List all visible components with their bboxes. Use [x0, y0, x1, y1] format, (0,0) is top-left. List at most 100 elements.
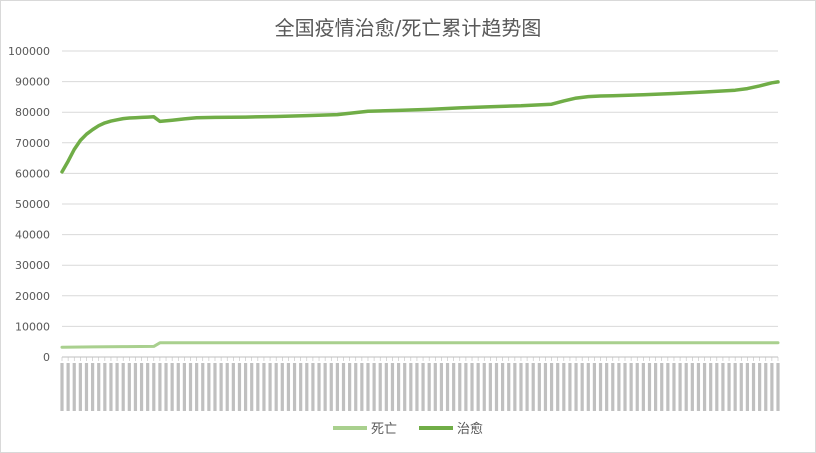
x-tick-label: [525, 363, 529, 411]
x-tick-label: [501, 363, 505, 411]
y-tick-label: 90000: [15, 76, 50, 89]
x-tick-label: [494, 363, 499, 411]
x-tick-label: [237, 363, 242, 411]
x-tick-label: [60, 363, 64, 411]
x-tick-label: [348, 363, 352, 411]
x-tick-label: [323, 363, 327, 411]
x-tick-label: [770, 363, 774, 411]
series-line-deaths: [60, 341, 780, 349]
y-tick-label: 30000: [15, 259, 50, 272]
x-tick-label: [299, 363, 303, 411]
x-tick-label: [396, 363, 401, 411]
x-tick-label: [335, 363, 339, 411]
x-tick-label: [684, 363, 688, 411]
x-tick-label: [696, 363, 701, 411]
x-tick-label: [317, 363, 321, 411]
x-tick-label: [580, 363, 584, 411]
x-tick-label: [103, 363, 107, 411]
x-tick-label: [660, 363, 664, 411]
x-tick-label: [262, 363, 266, 411]
x-tick-label: [739, 363, 743, 411]
x-tick-label: [268, 363, 272, 411]
x-tick-label: [464, 363, 468, 411]
x-tick-label: [470, 363, 474, 411]
x-tick-label: [482, 363, 486, 411]
x-tick-label: [556, 363, 560, 411]
x-tick-label: [84, 363, 89, 411]
y-tick-label: 50000: [15, 198, 50, 211]
legend-label-recovered: 治愈: [457, 422, 484, 437]
x-tick-label: [225, 363, 229, 411]
legend-item-deaths: 死亡: [332, 418, 397, 437]
x-tick-label: [605, 363, 609, 411]
x-tick-label: [507, 363, 511, 411]
x-tick-label: [286, 363, 291, 411]
x-tick-label: [292, 363, 297, 411]
x-tick-label: [403, 363, 407, 411]
legend-swatch-deaths: [332, 425, 367, 430]
x-tick-label: [592, 363, 597, 411]
x-tick-label: [280, 363, 284, 411]
x-tick-label: [641, 363, 645, 411]
legend-label-deaths: 死亡: [370, 422, 397, 437]
x-tick-label: [421, 363, 425, 411]
x-tick-label: [409, 363, 413, 411]
x-tick-label: [702, 363, 707, 411]
y-tick-label: 100000: [8, 45, 50, 58]
chart-title: 全国疫情治愈/死亡累计趋势图: [274, 16, 542, 40]
y-tick-label: 0: [43, 351, 50, 364]
x-tick-label: [611, 363, 615, 411]
x-tick-label: [513, 363, 517, 411]
y-tick-label: 10000: [15, 320, 50, 333]
x-tick-label: [341, 363, 346, 411]
x-tick-label: [390, 363, 395, 411]
y-tick-label: 40000: [15, 229, 50, 242]
x-tick-label: [256, 363, 260, 411]
x-tick-label: [195, 363, 199, 411]
legend: 死亡 治愈: [0, 418, 816, 437]
x-tick-label: [109, 363, 113, 411]
x-tick-label: [170, 363, 174, 411]
y-tick-label: 70000: [15, 137, 50, 150]
x-tick-label: [617, 363, 621, 411]
x-tick-label: [709, 363, 713, 411]
x-tick-label: [133, 363, 138, 411]
x-tick-label: [78, 363, 82, 411]
x-tick-label: [66, 363, 70, 411]
x-tick-label: [164, 363, 168, 411]
x-tick-label: [733, 363, 737, 411]
x-tick-label: [635, 363, 639, 411]
series-line-recovered: [60, 80, 780, 174]
x-tick-label: [654, 363, 658, 411]
legend-item-recovered: 治愈: [419, 418, 483, 437]
x-tick-label: [219, 363, 223, 411]
x-tick-label: [758, 363, 762, 411]
x-tick-label: [488, 363, 492, 411]
y-tick-label: 60000: [15, 167, 50, 180]
x-tick-label: [366, 363, 370, 411]
x-tick-label: [519, 363, 523, 411]
x-tick-label: [562, 363, 566, 411]
x-tick-label: [721, 363, 725, 411]
x-tick-label: [360, 363, 364, 411]
x-tick-label: [598, 363, 603, 411]
x-tick-label: [623, 363, 627, 411]
x-tick-label: [672, 363, 676, 411]
y-tick-label: 20000: [15, 290, 50, 303]
x-tick-label: [213, 363, 217, 411]
x-tick-label: [97, 363, 101, 411]
x-tick-label: [531, 363, 535, 411]
x-tick-label: [90, 363, 95, 411]
x-tick-label: [146, 363, 150, 411]
x-tick-label: [152, 363, 156, 411]
x-tick-label: [158, 363, 162, 411]
x-tick-label: [415, 363, 419, 411]
y-tick-label: 80000: [15, 106, 50, 119]
x-tick-label: [751, 363, 756, 411]
x-tick-label: [445, 363, 450, 411]
legend-swatch-recovered: [419, 425, 453, 430]
x-tick-label: [384, 363, 388, 411]
x-tick-label: [427, 363, 431, 411]
x-tick-label: [182, 363, 186, 411]
x-tick-label: [311, 363, 315, 411]
